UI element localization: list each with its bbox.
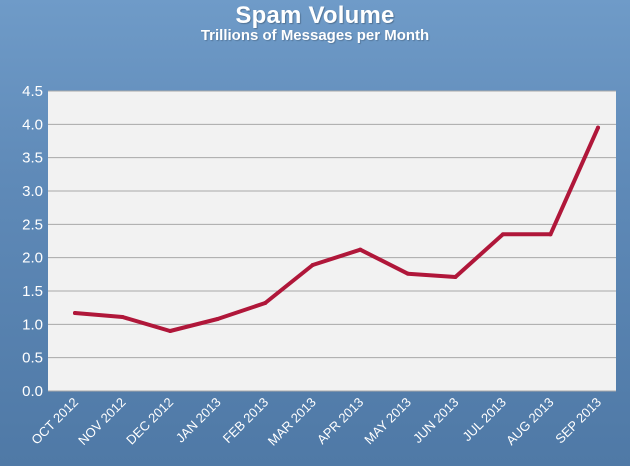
data-point (263, 301, 268, 305)
y-tick-label: 4.5 (22, 83, 43, 100)
data-point (596, 125, 600, 130)
data-point (215, 317, 220, 321)
data-point (500, 232, 505, 237)
x-tick-label: AUG 2013 (503, 395, 557, 449)
data-point (310, 263, 315, 267)
data-point (405, 271, 410, 276)
x-tick-label: DEC 2012 (123, 395, 176, 448)
y-axis-ticks: 0.0 0.5 1.0 1.5 2.0 2.5 3.0 3.5 4.0 4.5 (22, 83, 43, 400)
plot-area (48, 91, 616, 391)
series-line (73, 125, 600, 333)
data-point (548, 232, 553, 237)
x-tick-label: MAR 2013 (265, 395, 319, 449)
x-tick-label: MAY 2013 (361, 395, 414, 448)
x-tick-label: JUN 2013 (410, 395, 461, 446)
y-tick-label: 3.0 (22, 183, 43, 200)
chart-title: Spam Volume (235, 2, 395, 29)
data-point (453, 275, 458, 279)
x-tick-label: OCT 2012 (28, 395, 81, 448)
series-group (73, 125, 600, 333)
x-tick-label: NOV 2012 (75, 395, 129, 449)
y-tick-label: 0.5 (22, 350, 43, 367)
x-tick-label: APR 2013 (314, 395, 367, 448)
x-tick-label: JUL 2013 (459, 395, 509, 445)
y-tick-label: 1.0 (22, 316, 43, 333)
y-tick-label: 3.5 (22, 150, 43, 167)
data-point (73, 311, 77, 315)
y-tick-label: 4.0 (22, 116, 43, 133)
gridlines (48, 90, 616, 392)
data-point (168, 329, 173, 333)
y-tick-label: 2.0 (22, 250, 43, 267)
x-tick-label: JAN 2013 (173, 395, 224, 446)
data-point (358, 247, 363, 252)
data-point (120, 315, 125, 319)
y-tick-label: 2.5 (22, 216, 43, 233)
y-tick-label: 0.0 (22, 383, 43, 400)
y-tick-label: 1.5 (22, 283, 43, 300)
x-tick-label: SEP 2013 (552, 395, 604, 447)
x-tick-label: FEB 2013 (220, 395, 271, 446)
chart-subtitle: Trillions of Messages per Month (200, 27, 430, 44)
